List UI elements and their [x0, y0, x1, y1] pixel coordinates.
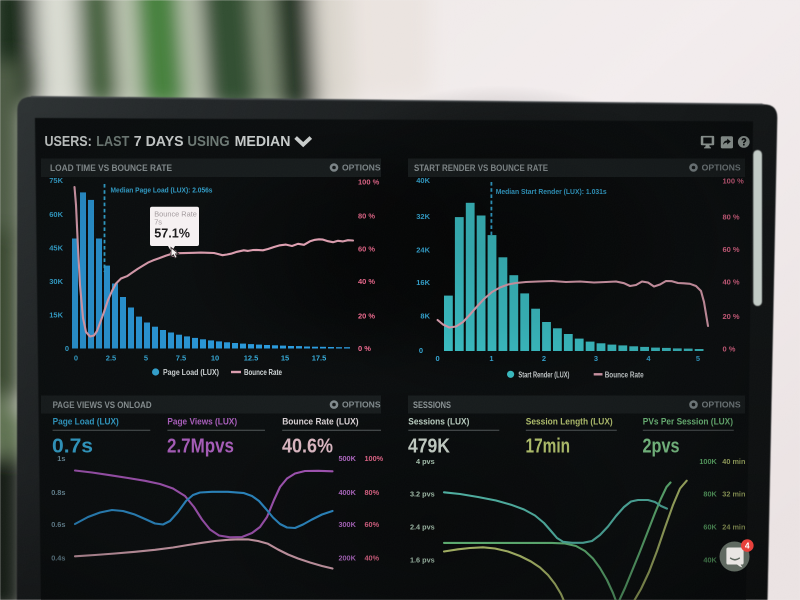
svg-text:4: 4	[745, 541, 750, 551]
svg-text:57.1%: 57.1%	[154, 227, 190, 241]
svg-text:Bounce Rate: Bounce Rate	[154, 209, 197, 218]
svg-text:7s: 7s	[154, 217, 162, 226]
